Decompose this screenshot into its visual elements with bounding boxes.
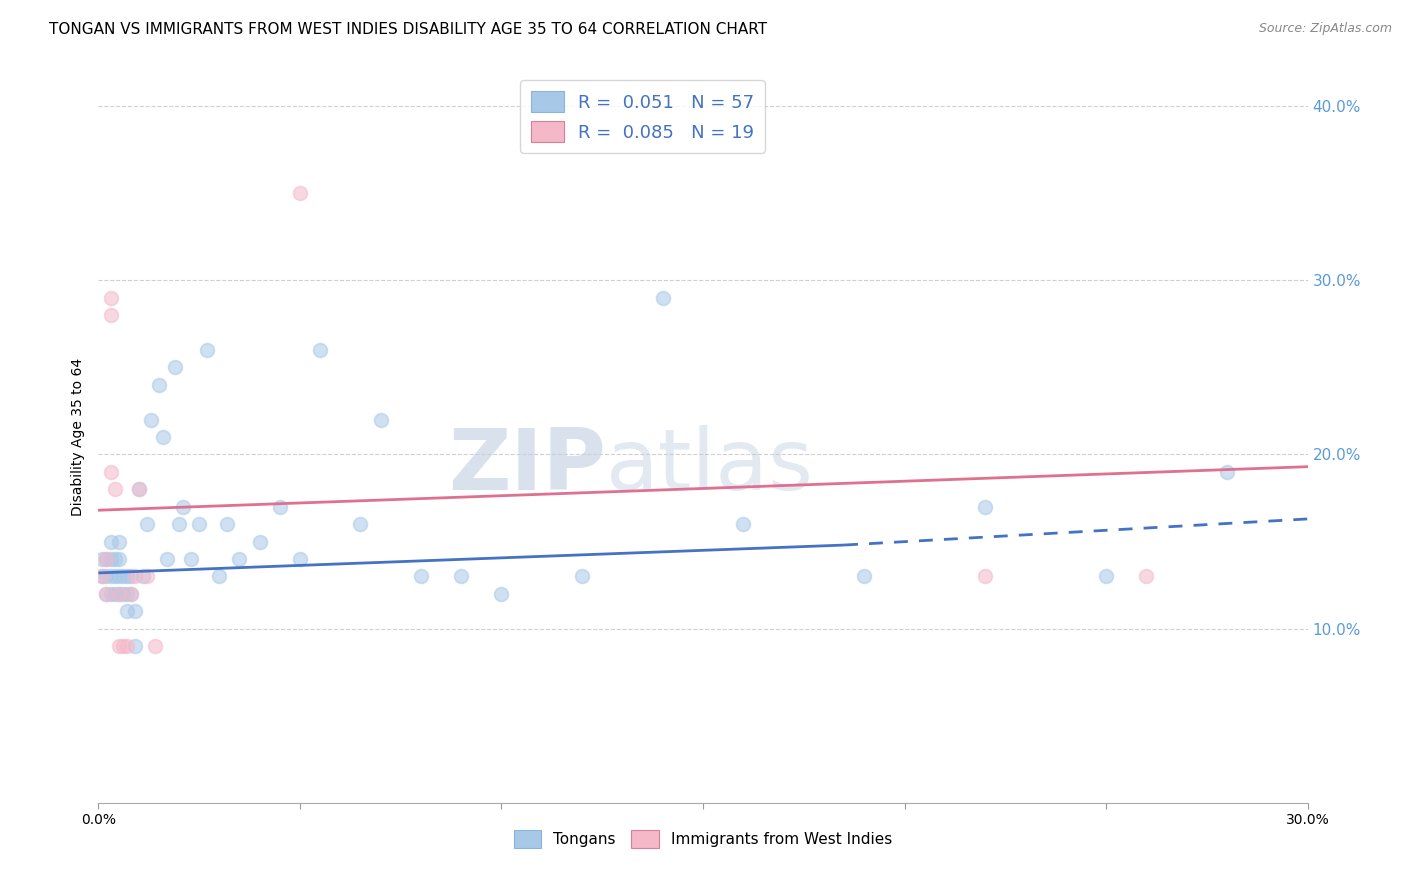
Legend: Tongans, Immigrants from West Indies: Tongans, Immigrants from West Indies — [508, 824, 898, 854]
Point — [96, 569, 118, 583]
Point — [96, 587, 118, 601]
Point — [111, 587, 134, 601]
Point — [143, 639, 166, 653]
Point — [100, 291, 122, 305]
Point — [156, 552, 179, 566]
Text: Source: ZipAtlas.com: Source: ZipAtlas.com — [1258, 22, 1392, 36]
Point — [103, 552, 125, 566]
Point — [100, 534, 122, 549]
Point — [120, 587, 142, 601]
Y-axis label: Disability Age 35 to 64: Disability Age 35 to 64 — [72, 358, 86, 516]
Point — [249, 534, 271, 549]
Point — [135, 517, 157, 532]
Point — [115, 604, 138, 618]
Point — [100, 552, 122, 566]
Text: ZIP: ZIP — [449, 425, 606, 508]
Point — [100, 308, 122, 322]
Point — [370, 412, 392, 426]
Point — [172, 500, 194, 514]
Point — [188, 517, 211, 532]
Point — [132, 569, 155, 583]
Point — [100, 569, 122, 583]
Point — [111, 569, 134, 583]
Point — [269, 500, 291, 514]
Point — [288, 552, 311, 566]
Point — [124, 569, 146, 583]
Point — [309, 343, 332, 357]
Point — [148, 377, 170, 392]
Point — [450, 569, 472, 583]
Point — [124, 639, 146, 653]
Point — [128, 483, 150, 497]
Point — [733, 517, 755, 532]
Point — [228, 552, 250, 566]
Point — [91, 569, 114, 583]
Point — [974, 500, 997, 514]
Point — [107, 569, 129, 583]
Point — [409, 569, 432, 583]
Point — [107, 587, 129, 601]
Point — [853, 569, 876, 583]
Point — [91, 552, 114, 566]
Point — [107, 639, 129, 653]
Point — [100, 465, 122, 479]
Point — [288, 186, 311, 201]
Point — [115, 639, 138, 653]
Point — [651, 291, 673, 305]
Point — [135, 569, 157, 583]
Point — [167, 517, 190, 532]
Point — [115, 587, 138, 601]
Text: atlas: atlas — [606, 425, 814, 508]
Point — [217, 517, 239, 532]
Text: TONGAN VS IMMIGRANTS FROM WEST INDIES DISABILITY AGE 35 TO 64 CORRELATION CHART: TONGAN VS IMMIGRANTS FROM WEST INDIES DI… — [49, 22, 768, 37]
Point — [1095, 569, 1118, 583]
Point — [120, 587, 142, 601]
Point — [571, 569, 593, 583]
Point — [1135, 569, 1157, 583]
Point — [491, 587, 513, 601]
Point — [107, 587, 129, 601]
Point — [91, 569, 114, 583]
Point — [115, 569, 138, 583]
Point — [100, 587, 122, 601]
Point — [128, 483, 150, 497]
Point — [96, 552, 118, 566]
Point — [107, 552, 129, 566]
Point — [139, 412, 162, 426]
Point — [111, 639, 134, 653]
Point — [180, 552, 202, 566]
Point — [103, 483, 125, 497]
Point — [124, 604, 146, 618]
Point — [349, 517, 371, 532]
Point — [96, 552, 118, 566]
Point — [152, 430, 174, 444]
Point — [1216, 465, 1239, 479]
Point — [120, 569, 142, 583]
Point — [96, 587, 118, 601]
Point — [107, 534, 129, 549]
Point — [103, 587, 125, 601]
Point — [163, 360, 186, 375]
Point — [208, 569, 231, 583]
Point — [974, 569, 997, 583]
Point — [195, 343, 218, 357]
Point — [103, 569, 125, 583]
